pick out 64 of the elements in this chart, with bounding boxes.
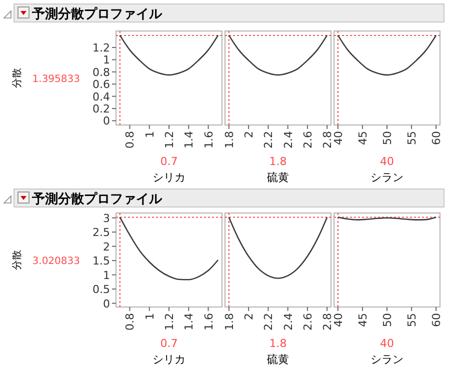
- y-axis-title: 分散: [11, 250, 23, 270]
- chart-title: 予測分散プロファイル: [31, 6, 163, 22]
- x-tick-label: 1: [143, 131, 156, 138]
- x-tick-label: 0.8: [124, 313, 137, 330]
- ref-line-label: 1.8: [269, 337, 287, 350]
- ref-line-label: 40: [380, 337, 394, 350]
- x-tick-label: 60: [430, 313, 444, 327]
- x-tick-label: 1: [143, 313, 156, 320]
- ref-line-label: 0.7: [160, 337, 178, 350]
- x-axis-title: シリカ: [152, 171, 186, 184]
- x-tick-label: 55: [406, 313, 419, 327]
- ref-line-label: 1.8: [269, 155, 287, 168]
- x-tick-label: 1.4: [182, 313, 196, 330]
- x-tick-label: 2.4: [282, 313, 295, 330]
- y-tick-label: 0.4: [92, 90, 110, 104]
- ref-line-label: 3.020833: [32, 256, 80, 267]
- x-tick-label: 0.8: [124, 131, 137, 148]
- x-tick-label: 2.8: [321, 313, 334, 330]
- y-tick-label: 1: [103, 268, 110, 282]
- y-tick-label: 3: [103, 212, 110, 225]
- x-tick-label: 1.6: [202, 313, 216, 330]
- x-tick-label: 50: [381, 131, 394, 145]
- x-tick-label: 2.6: [301, 131, 314, 148]
- y-tick-label: 1.2: [92, 41, 110, 54]
- x-tick-label: 1.2: [163, 313, 176, 330]
- x-axis-title: 硫黄: [267, 171, 289, 184]
- y-tick-label: 0.5: [92, 283, 110, 296]
- y-tick-label: 0.8: [92, 66, 110, 79]
- x-tick-label: 2.2: [262, 313, 276, 330]
- y-tick-label: 0.2: [92, 102, 110, 116]
- x-tick-label: 1.8: [222, 131, 236, 148]
- x-tick-label: 60: [430, 131, 444, 145]
- x-tick-label: 45: [356, 313, 370, 327]
- ref-line-label: 1.395833: [32, 74, 80, 85]
- x-tick-label: 2.4: [282, 131, 295, 148]
- x-tick-label: 2.2: [262, 131, 276, 148]
- ref-line-label: 0.7: [160, 155, 178, 168]
- x-tick-label: 1.4: [182, 131, 196, 148]
- y-tick-label: 0.6: [92, 78, 110, 92]
- x-tick-label: 2: [242, 313, 256, 320]
- x-tick-label: 2: [242, 131, 256, 138]
- x-tick-label: 40: [332, 313, 345, 327]
- x-axis-title: シリカ: [152, 353, 186, 366]
- x-tick-label: 1.8: [222, 313, 236, 330]
- x-tick-label: 1.6: [202, 131, 216, 148]
- ref-line-label: 40: [380, 155, 394, 168]
- y-axis-title: 分散: [11, 68, 23, 88]
- y-tick-label: 0: [103, 297, 110, 310]
- x-tick-label: 2.8: [321, 131, 334, 148]
- chart-title: 予測分散プロファイル: [31, 191, 163, 207]
- y-tick-label: 2.5: [92, 226, 110, 240]
- x-tick-label: 1.2: [163, 131, 176, 148]
- x-tick-label: 40: [332, 131, 345, 145]
- x-tick-label: 2.6: [301, 313, 314, 330]
- x-axis-title: 硫黄: [267, 353, 289, 366]
- y-tick-label: 2: [103, 240, 110, 254]
- x-tick-label: 50: [381, 313, 394, 327]
- x-tick-label: 45: [356, 131, 370, 145]
- x-axis-title: シラン: [370, 353, 404, 366]
- y-tick-label: 1.5: [92, 254, 110, 268]
- x-tick-label: 55: [406, 131, 419, 145]
- y-tick-label: 0: [103, 114, 110, 128]
- y-tick-label: 1: [103, 54, 110, 67]
- x-axis-title: シラン: [370, 171, 404, 184]
